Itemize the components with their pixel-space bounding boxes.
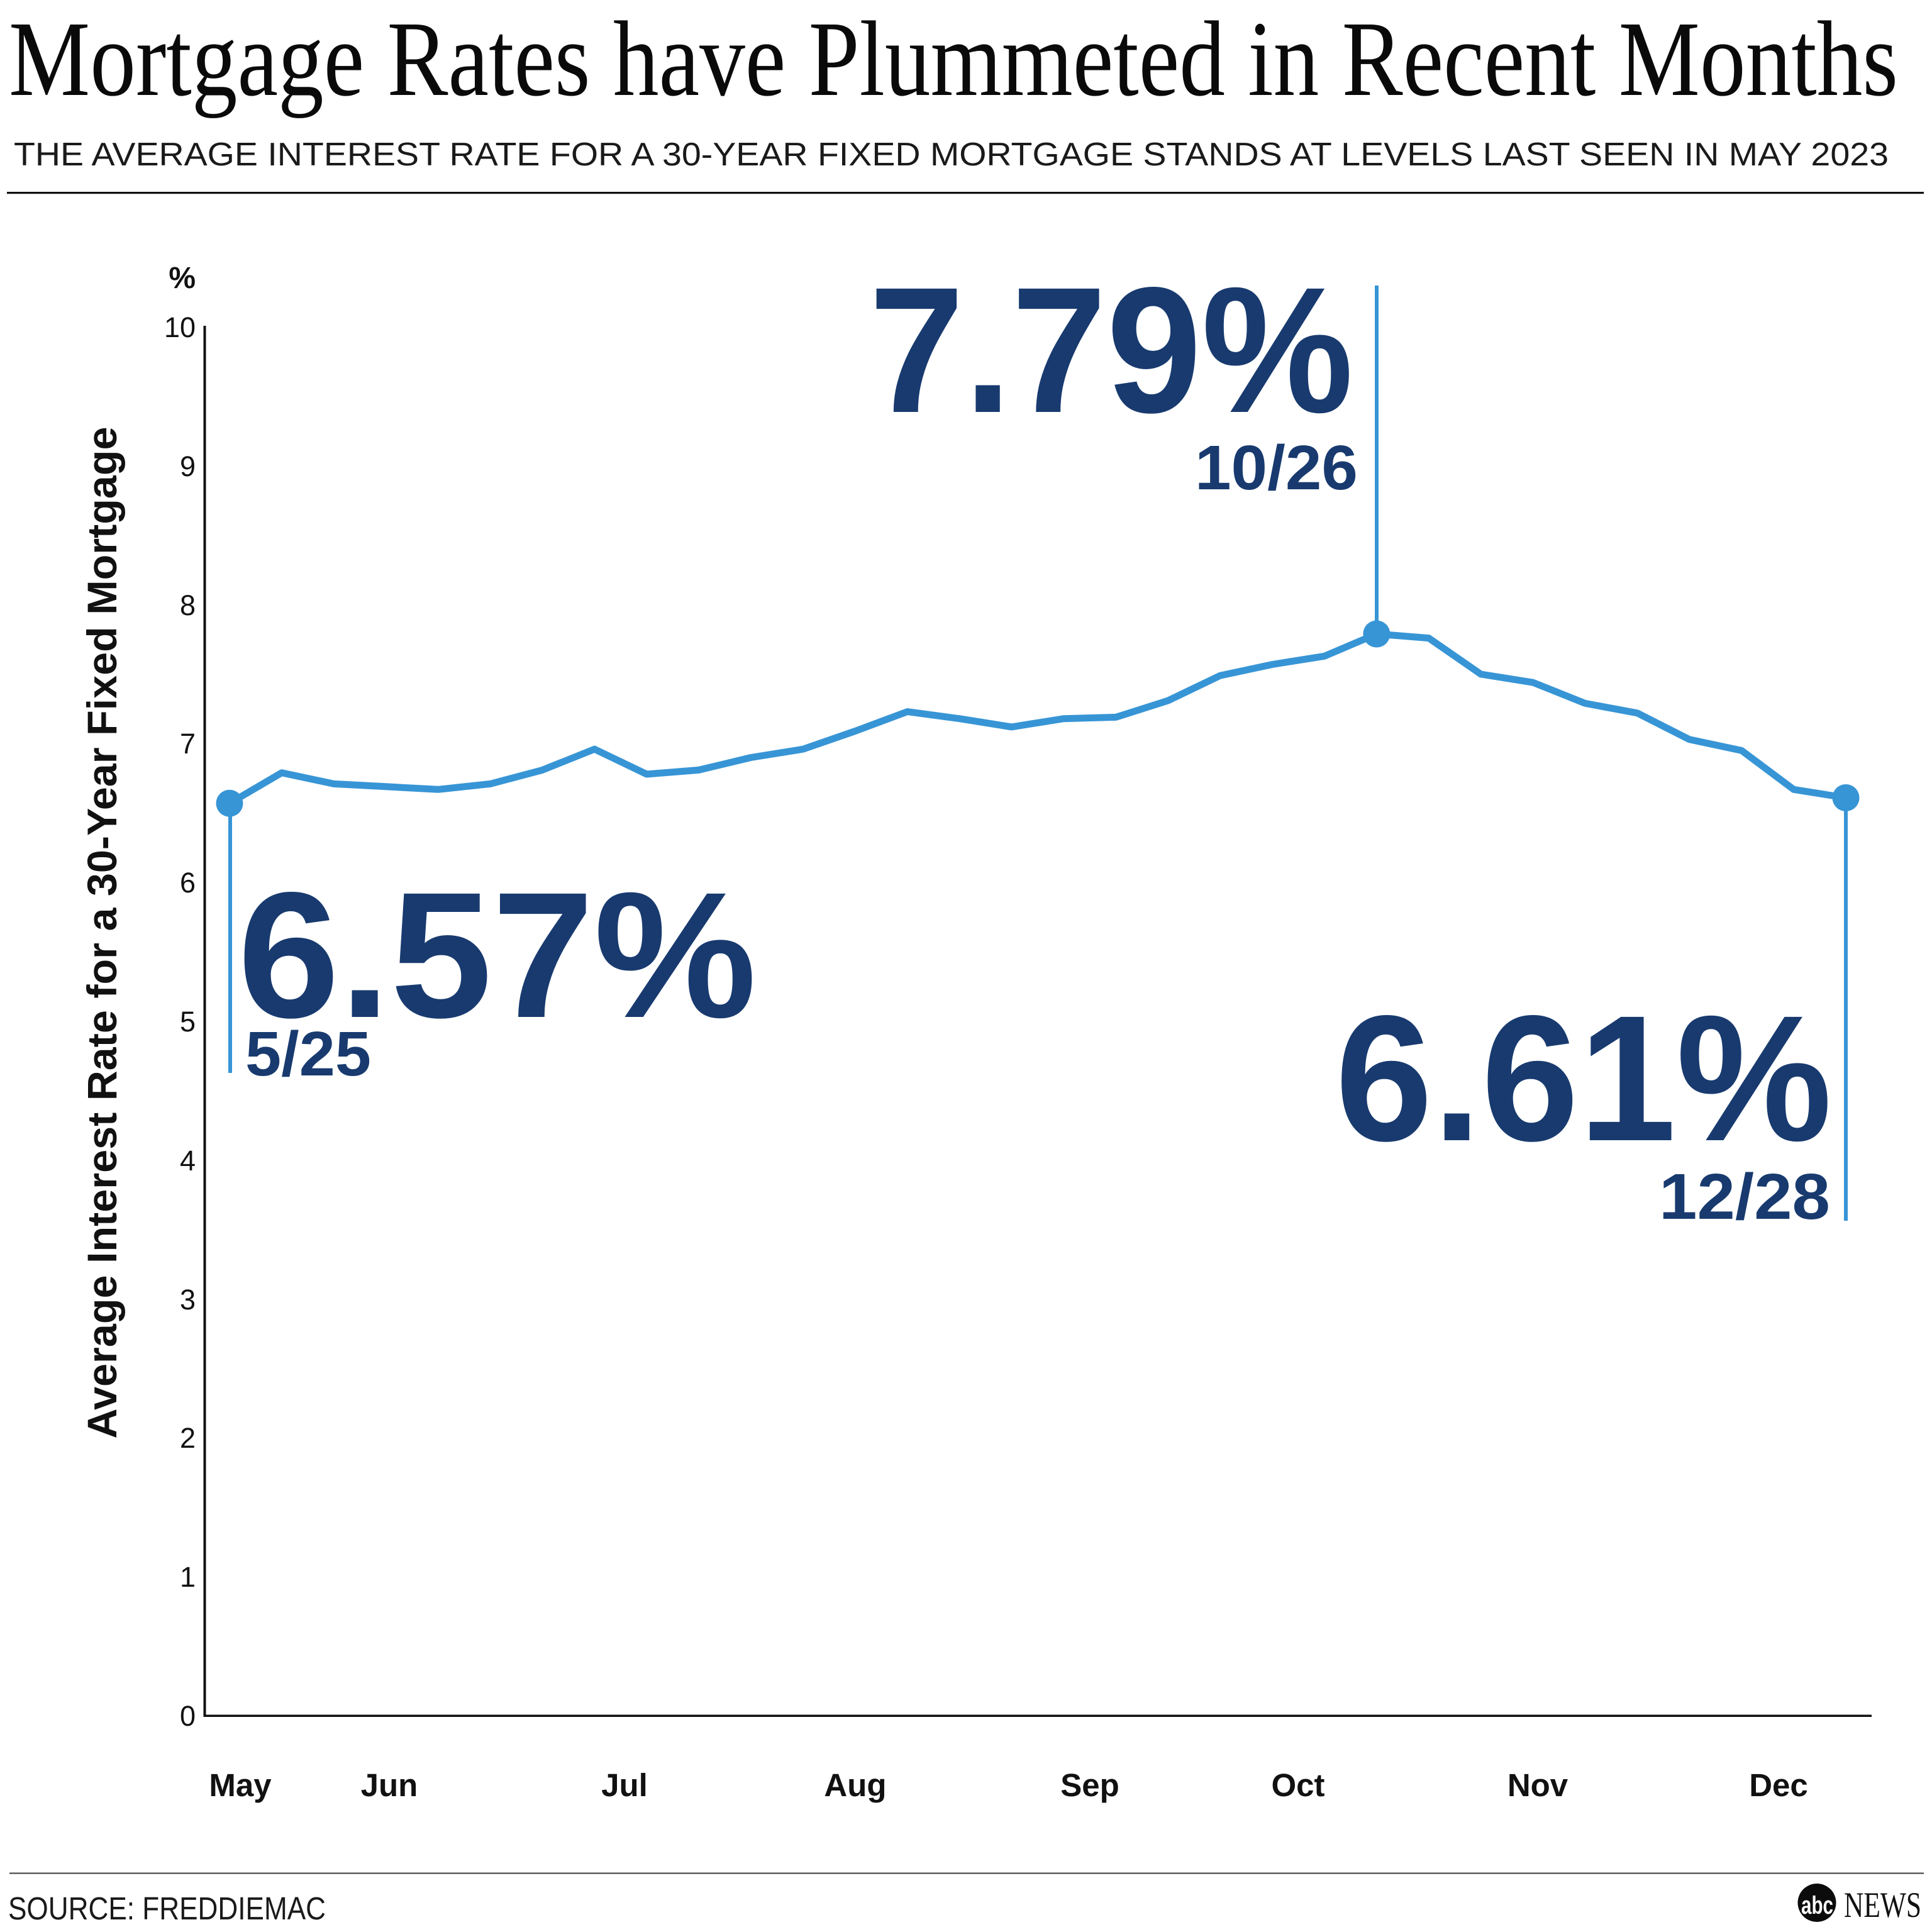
svg-text:Mortgage Rates have Plummeted: Mortgage Rates have Plummeted in Recent … <box>9 0 1898 119</box>
svg-text:10: 10 <box>164 311 196 343</box>
svg-text:12/28: 12/28 <box>1659 1160 1830 1233</box>
svg-text:5/25: 5/25 <box>245 1019 371 1089</box>
svg-text:THE AVERAGE INTEREST RATE FOR: THE AVERAGE INTEREST RATE FOR A 30-YEAR … <box>14 136 1889 173</box>
svg-text:Dec: Dec <box>1749 1767 1808 1803</box>
svg-text:2: 2 <box>180 1422 196 1454</box>
svg-text:7: 7 <box>180 728 196 760</box>
svg-text:Average Interest Rate for a 30: Average Interest Rate for a 30-Year Fixe… <box>79 427 125 1439</box>
svg-text:6.57%: 6.57% <box>238 855 757 1055</box>
svg-text:5: 5 <box>180 1006 196 1038</box>
svg-text:1: 1 <box>180 1561 196 1593</box>
svg-text:8: 8 <box>180 589 196 621</box>
svg-text:4: 4 <box>180 1145 196 1177</box>
svg-text:Aug: Aug <box>824 1767 886 1803</box>
svg-text:Sep: Sep <box>1060 1767 1119 1803</box>
svg-text:0: 0 <box>180 1700 196 1732</box>
svg-text:9: 9 <box>180 450 196 482</box>
svg-text:10/26: 10/26 <box>1195 433 1358 503</box>
svg-text:Jul: Jul <box>601 1767 648 1803</box>
svg-text:abc: abc <box>1801 1892 1833 1919</box>
svg-text:SOURCE: FREDDIEMAC: SOURCE: FREDDIEMAC <box>8 1890 326 1926</box>
svg-text:Nov: Nov <box>1507 1767 1568 1803</box>
svg-text:6.61%: 6.61% <box>1335 979 1832 1179</box>
svg-text:Jun: Jun <box>361 1767 418 1803</box>
svg-text:6: 6 <box>180 867 196 899</box>
svg-text:3: 3 <box>180 1284 196 1316</box>
svg-text:May: May <box>209 1767 272 1803</box>
svg-text:NEWS: NEWS <box>1844 1885 1921 1925</box>
svg-text:Oct: Oct <box>1271 1767 1324 1803</box>
svg-text:7.79%: 7.79% <box>869 250 1353 450</box>
svg-text:%: % <box>169 262 196 295</box>
